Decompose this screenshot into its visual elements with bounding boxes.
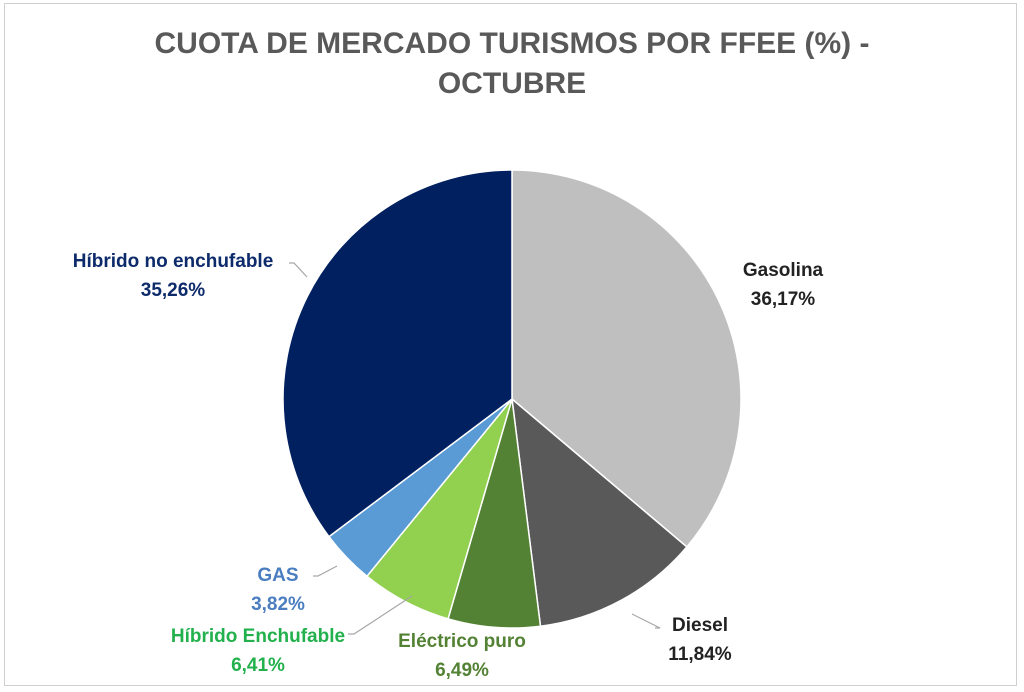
data-label: Gasolina 36,17% [633, 256, 933, 314]
data-label-name: Gasolina [742, 260, 824, 281]
data-label-value: 3,82% [251, 594, 305, 615]
pie-slice-diesel [511, 397, 688, 628]
leader-line [348, 595, 413, 635]
chart-title: CUOTA DE MERCADO TURISMOS POR FFEE (%) -… [0, 24, 1024, 104]
data-label-name: Híbrido no enchufable [72, 251, 274, 272]
data-label-name: Diesel [672, 615, 728, 636]
pie-slice-híbrido-no-enchufable [282, 169, 513, 538]
data-label-value: 35,26% [140, 280, 206, 301]
data-label-value: 6,41% [231, 655, 285, 676]
data-label-value: 6,49% [435, 660, 489, 681]
data-label: GAS 3,82% [128, 561, 428, 619]
data-label-value: 11,84% [668, 644, 732, 665]
data-label: Eléctrico puro 6,49% [312, 627, 612, 685]
leader-line [289, 262, 308, 278]
leader-line [631, 613, 661, 629]
data-label: Híbrido no enchufable 35,26% [23, 247, 323, 305]
data-label: Híbrido Enchufable 6,41% [108, 622, 408, 680]
data-label-name: GAS [257, 565, 299, 586]
chart-title-line-1: CUOTA DE MERCADO TURISMOS POR FFEE (%) - [154, 27, 870, 60]
data-label-name: Híbrido Enchufable [170, 626, 346, 647]
leader-line [313, 565, 338, 577]
data-label-name: Eléctrico puro [398, 631, 526, 652]
data-label: Diesel 11,84% [550, 611, 850, 669]
pie-slice-gasolina [511, 169, 742, 548]
chart-title-line-2: OCTUBRE [437, 67, 587, 100]
data-label-value: 36,17% [750, 289, 816, 310]
